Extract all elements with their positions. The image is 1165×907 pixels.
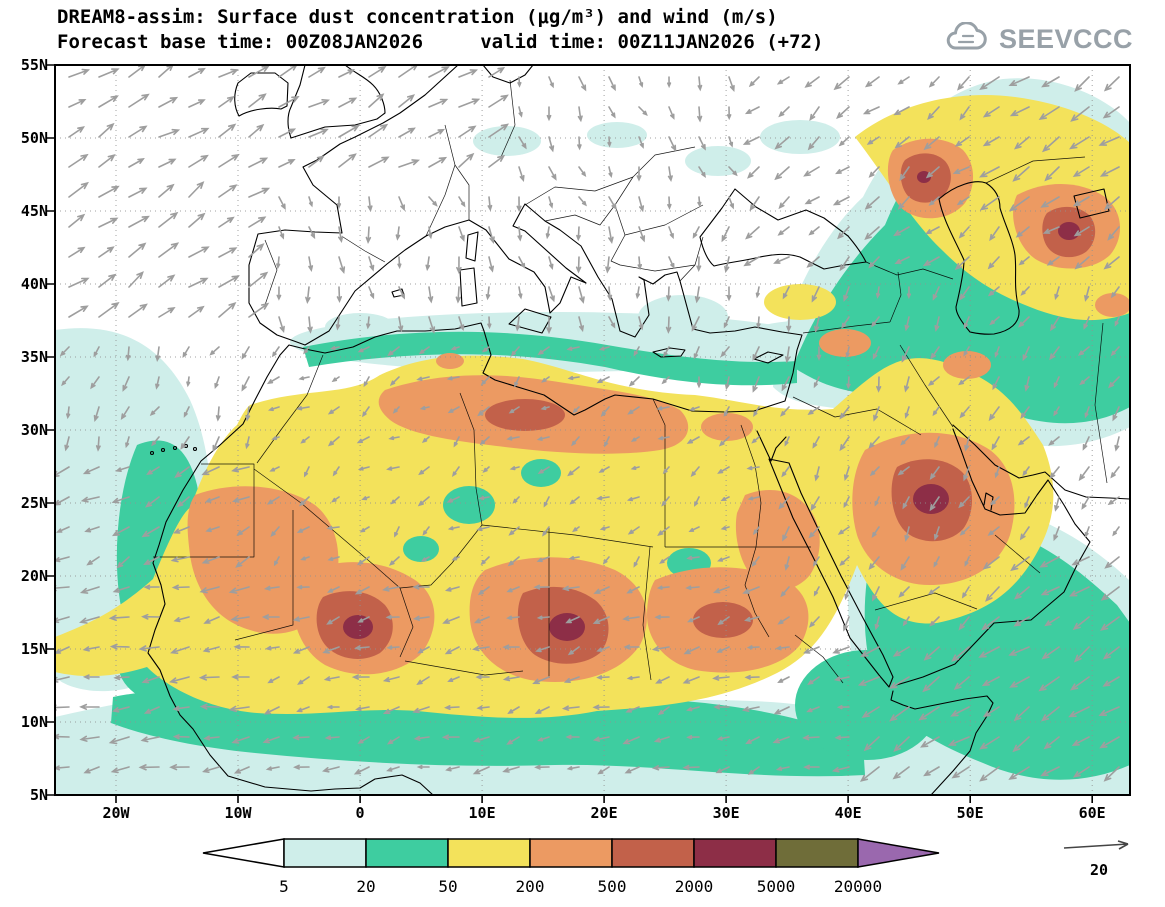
y-tick-label: 50N <box>20 129 48 147</box>
y-tick-label: 40N <box>20 275 48 293</box>
colorbar-segment <box>611 838 695 868</box>
y-tick-label: 45N <box>20 202 48 220</box>
axis-ticks <box>47 64 1093 803</box>
figure-subtitle: Forecast base time: 00Z08JAN2026 valid t… <box>57 31 824 53</box>
colorbar-segment <box>283 838 367 868</box>
colorbar-tick-label: 20000 <box>834 877 882 896</box>
wind-reference-value: 20 <box>1089 861 1109 879</box>
figure-title: DREAM8-assim: Surface dust concentration… <box>57 6 778 28</box>
y-tick-label: 30N <box>20 421 48 439</box>
y-tick-label: 10N <box>20 713 48 731</box>
colorbar-legend: 5 20 50 200 500 2000 5000 20000 <box>200 836 946 906</box>
x-tick-label: 0 <box>355 804 365 822</box>
x-tick-label: 30E <box>712 804 740 822</box>
colorbar-tick-label: 20 <box>356 877 375 896</box>
colorbar-segment <box>365 838 449 868</box>
y-tick-label: 20N <box>20 567 48 585</box>
colorbar-over-arrow <box>857 838 940 868</box>
wind-reference-arrow-icon <box>1063 840 1129 850</box>
wind-reference: 20 <box>1056 836 1142 879</box>
y-tick-label: 35N <box>20 348 48 366</box>
y-tick-label: 5N <box>29 786 48 804</box>
colorbar-tick-label: 500 <box>598 877 627 896</box>
x-tick-label: 20W <box>102 804 130 822</box>
colorbar-tick-label: 2000 <box>675 877 714 896</box>
colorbar-segment <box>693 838 777 868</box>
y-tick-label: 25N <box>20 494 48 512</box>
seevccc-logo: SEEVCCC <box>944 22 1133 56</box>
wind-arrows-layer <box>55 65 1120 782</box>
x-tick-label: 50E <box>956 804 984 822</box>
graticule-layer <box>55 65 1130 795</box>
cloud-icon <box>946 22 987 50</box>
borders-layer <box>153 79 1108 684</box>
colorbar-tick-label: 5 <box>279 877 289 896</box>
colorbar-svg: 5 20 50 200 500 2000 5000 20000 <box>202 838 940 896</box>
x-tick-label: 20E <box>590 804 618 822</box>
x-tick-label: 10E <box>468 804 496 822</box>
colorbar-tick-label: 50 <box>438 877 457 896</box>
dust-field <box>55 78 1130 795</box>
colorbar-under-arrow <box>202 838 285 868</box>
colorbar-tick-label: 5000 <box>757 877 796 896</box>
x-tick-label: 40E <box>834 804 862 822</box>
colorbar-segment <box>775 838 859 868</box>
x-tick-label: 60E <box>1078 804 1106 822</box>
x-tick-label: 10W <box>224 804 252 822</box>
y-tick-label: 55N <box>20 56 48 74</box>
colorbar-segment <box>529 838 613 868</box>
colorbar-tick-label: 200 <box>516 877 545 896</box>
y-tick-label: 15N <box>20 640 48 658</box>
colorbar-segment <box>447 838 531 868</box>
logo-text: SEEVCCC <box>998 23 1133 54</box>
